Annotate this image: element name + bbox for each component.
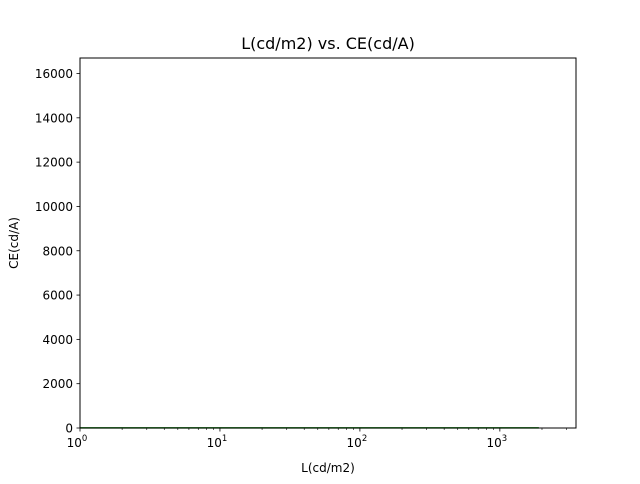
- y-tick-label-6: 12000: [35, 156, 73, 170]
- x-tick-exponent-1: 1: [222, 434, 227, 444]
- y-tick-label-2: 4000: [42, 333, 73, 347]
- x-tick-exponent-0: 0: [82, 434, 87, 444]
- y-tick-label-3: 6000: [42, 289, 73, 303]
- y-tick-label-7: 14000: [35, 111, 73, 125]
- x-axis-label: L(cd/m2): [301, 461, 355, 475]
- x-tick-exponent-3: 3: [502, 434, 507, 444]
- y-tick-label-5: 10000: [35, 200, 73, 214]
- y-tick-label-8: 16000: [35, 67, 73, 81]
- y-tick-label-4: 8000: [42, 244, 73, 258]
- y-tick-label-1: 2000: [42, 377, 73, 391]
- chart-title: L(cd/m2) vs. CE(cd/A): [241, 34, 415, 53]
- x-tick-exponent-2: 2: [362, 434, 367, 444]
- y-axis-label: CE(cd/A): [7, 217, 21, 269]
- y-axis-ticks: 0 2000 4000 6000 8000 10000 12000 14000 16000: [35, 67, 80, 436]
- y-tick-label-0: 0: [65, 422, 73, 436]
- plot-area: [80, 58, 576, 428]
- plot-frame: [79, 57, 577, 429]
